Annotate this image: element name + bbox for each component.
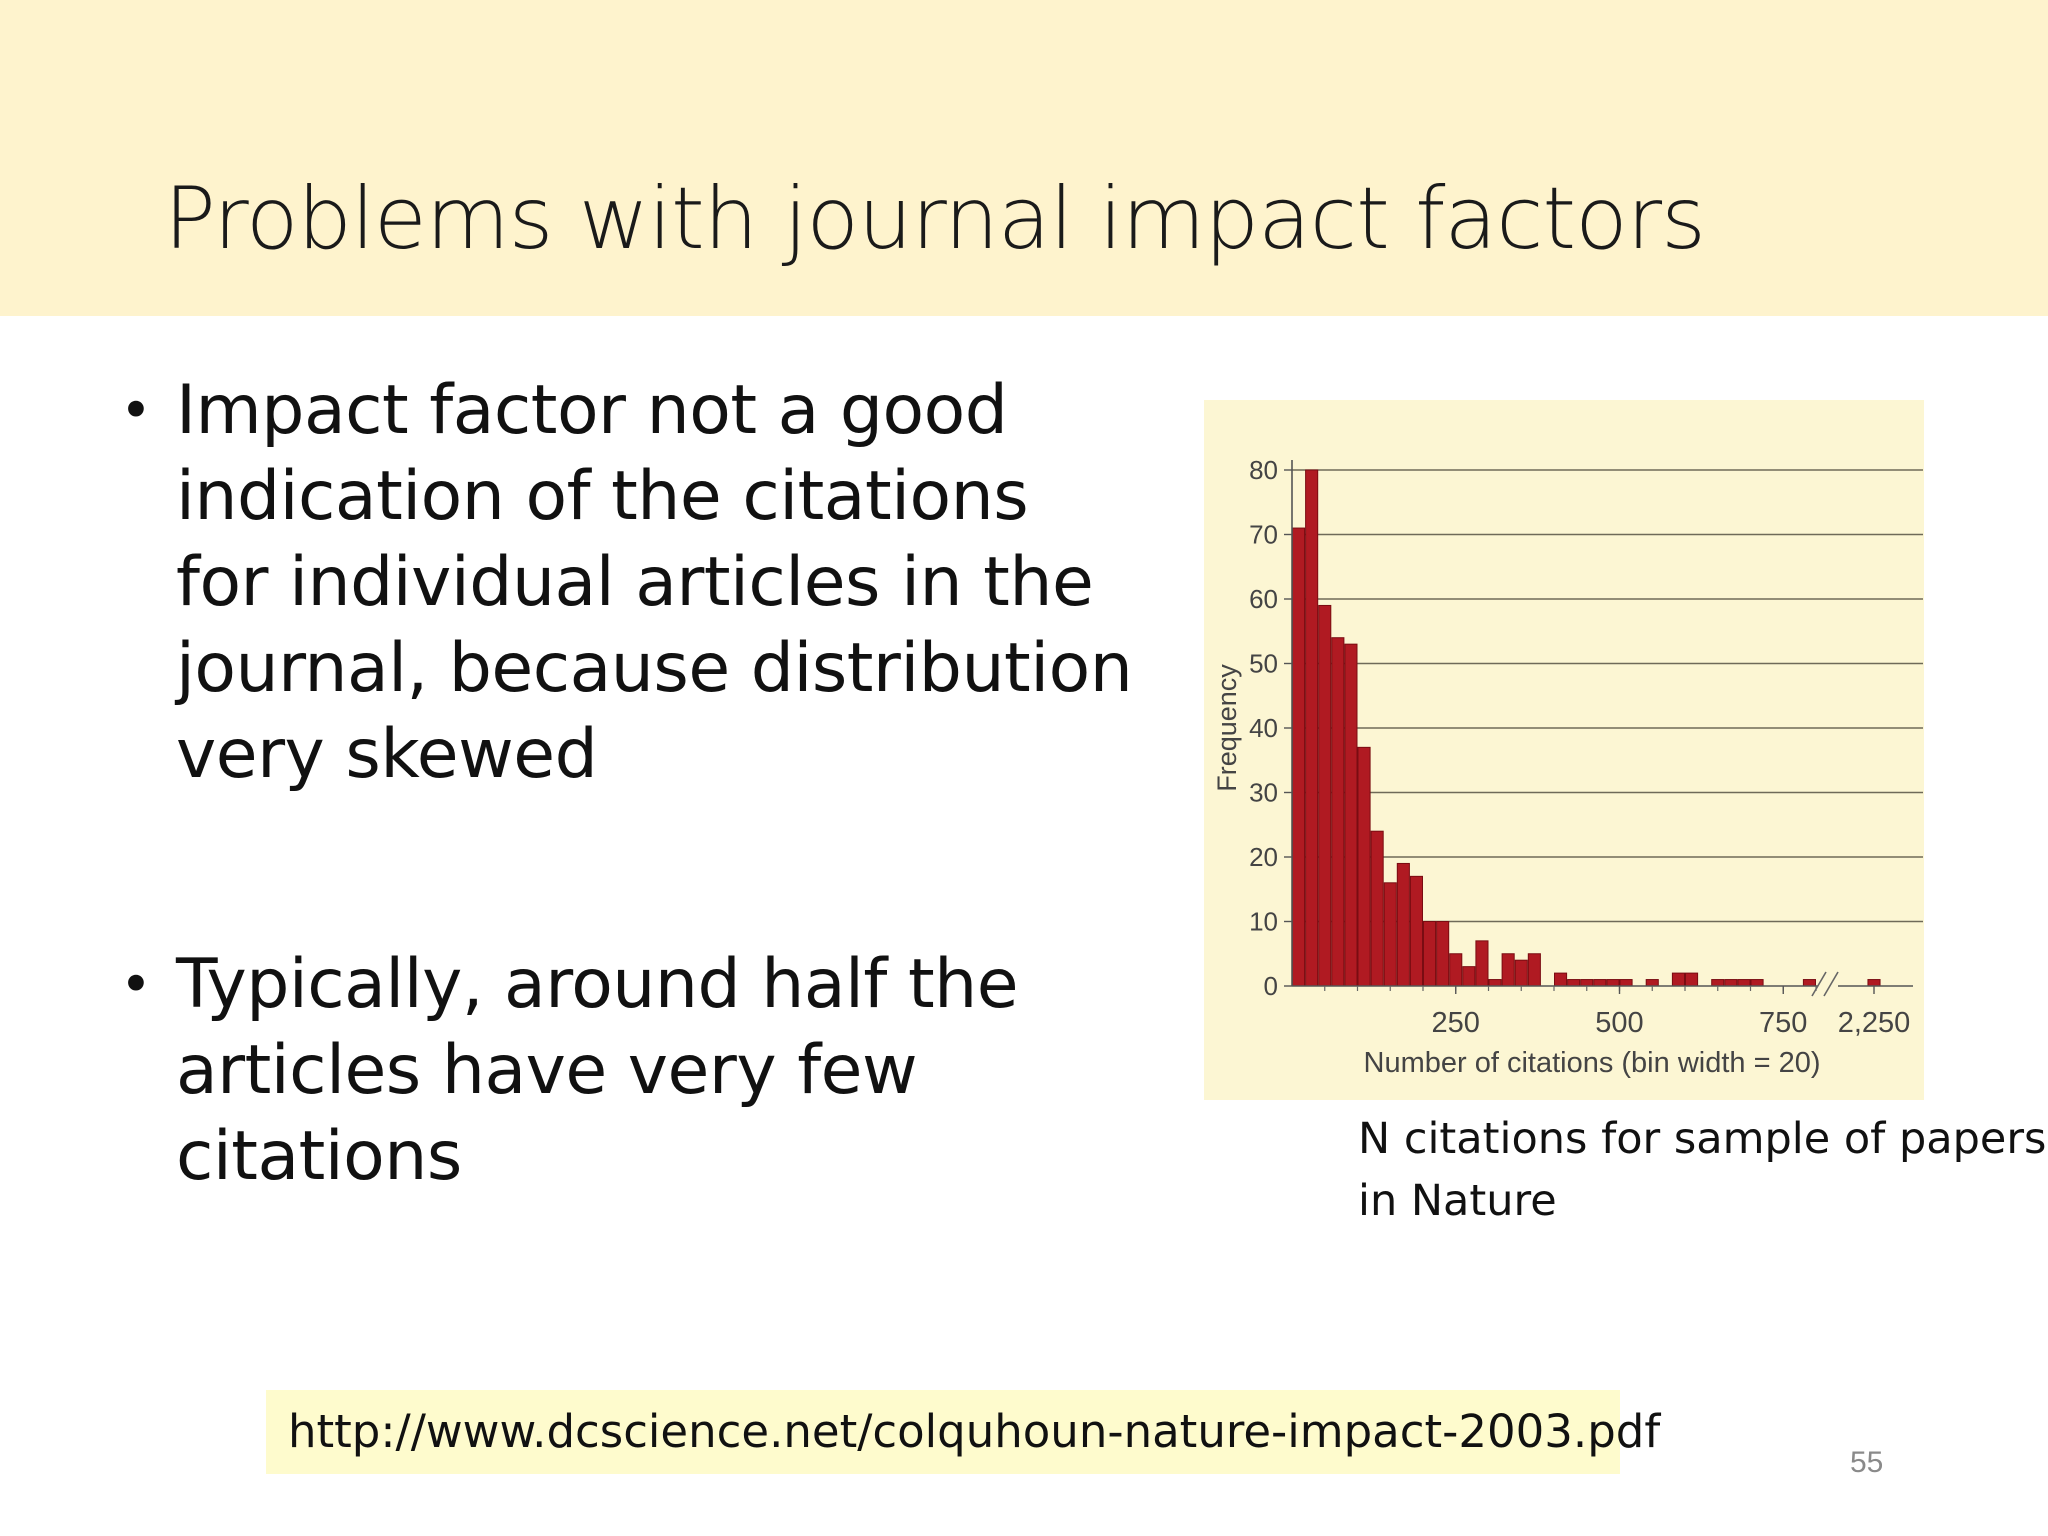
histogram-bar [1711,979,1725,987]
y-tick-label: 80 [1249,455,1278,485]
histogram-bar [1501,953,1515,987]
x-tick-label: 2,250 [1838,1007,1911,1039]
axis-break-mark [1823,971,1839,997]
histogram-bar [1331,637,1345,987]
y-tick-label: 40 [1249,713,1278,743]
bullet-text: Typically, around half the articles have… [176,945,1019,1196]
y-tick-label: 30 [1249,778,1278,808]
histogram-bar [1357,746,1371,987]
histogram-bar [1344,643,1358,987]
histogram-bar [1750,979,1764,987]
histogram-bar [1396,862,1410,987]
histogram-bar [1423,921,1437,987]
histogram-bar [1292,527,1306,987]
y-tick-label: 70 [1249,520,1278,550]
title-band [0,0,2048,316]
histogram-bar [1527,953,1541,987]
histogram-bar [1802,979,1817,987]
histogram-bar [1305,469,1319,987]
x-tick-label: 250 [1432,1007,1480,1039]
histogram-bar [1514,959,1528,987]
x-axis-label: Number of citations (bin width = 20) [1364,1047,1821,1079]
y-tick-label: 0 [1264,971,1278,1001]
x-tick-label: 750 [1759,1007,1807,1039]
histogram-bar [1554,972,1568,987]
y-tick-label: 20 [1249,842,1278,872]
bullet-dot: • [120,379,152,442]
axis-break-mark [1811,971,1827,997]
bullet-item: • Typically, around half the articles ha… [120,942,1140,1200]
histogram-bar [1475,940,1489,987]
y-tick-label: 50 [1249,649,1278,679]
bullet-item: • Impact factor not a good indication of… [120,368,1140,798]
histogram-bar [1370,830,1384,987]
histogram-bar [1436,921,1450,987]
histogram-bar [1724,979,1738,987]
histogram-bar [1580,979,1594,987]
histogram-svg: 0 10 20 30 40 50 60 70 80 250 500 750 2,250 Number of… [1212,455,1923,1079]
y-tick-label: 10 [1249,907,1278,937]
histogram-bar [1449,953,1463,987]
histogram-bar [1606,979,1620,987]
slide-title: Problems with journal impact factors [164,169,1706,269]
histogram-bar [1567,979,1581,987]
histogram-bar [1867,979,1881,987]
histogram-bar [1593,979,1607,987]
y-axis-label: Frequency [1212,664,1242,792]
bullet-list: • Impact factor not a good indication of… [120,368,1140,1200]
histogram-bar [1409,875,1423,987]
bullet-text: Impact factor not a good indication of t… [176,371,1133,794]
histogram-bar [1488,979,1502,987]
source-url[interactable]: http://www.dcscience.net/colquhoun-natur… [266,1390,1660,1474]
y-tick-label: 60 [1249,584,1278,614]
histogram-bar [1645,979,1659,987]
histogram-bar [1462,966,1476,987]
histogram-bar [1619,979,1633,987]
histogram-bar [1383,882,1397,987]
histogram-bar [1737,979,1751,987]
chart-caption: N citations for sample of papers in Natu… [1358,1114,2047,1226]
histogram-bar [1318,604,1332,987]
bullet-dot: • [120,953,152,1016]
x-tick-label: 500 [1595,1007,1643,1039]
histogram-bar [1685,972,1699,987]
citation-histogram: 0 10 20 30 40 50 60 70 80 250 500 750 2,250 Number of… [1204,400,1924,1100]
histogram-bar [1671,972,1685,987]
page-number: 55 [1850,1446,1884,1479]
